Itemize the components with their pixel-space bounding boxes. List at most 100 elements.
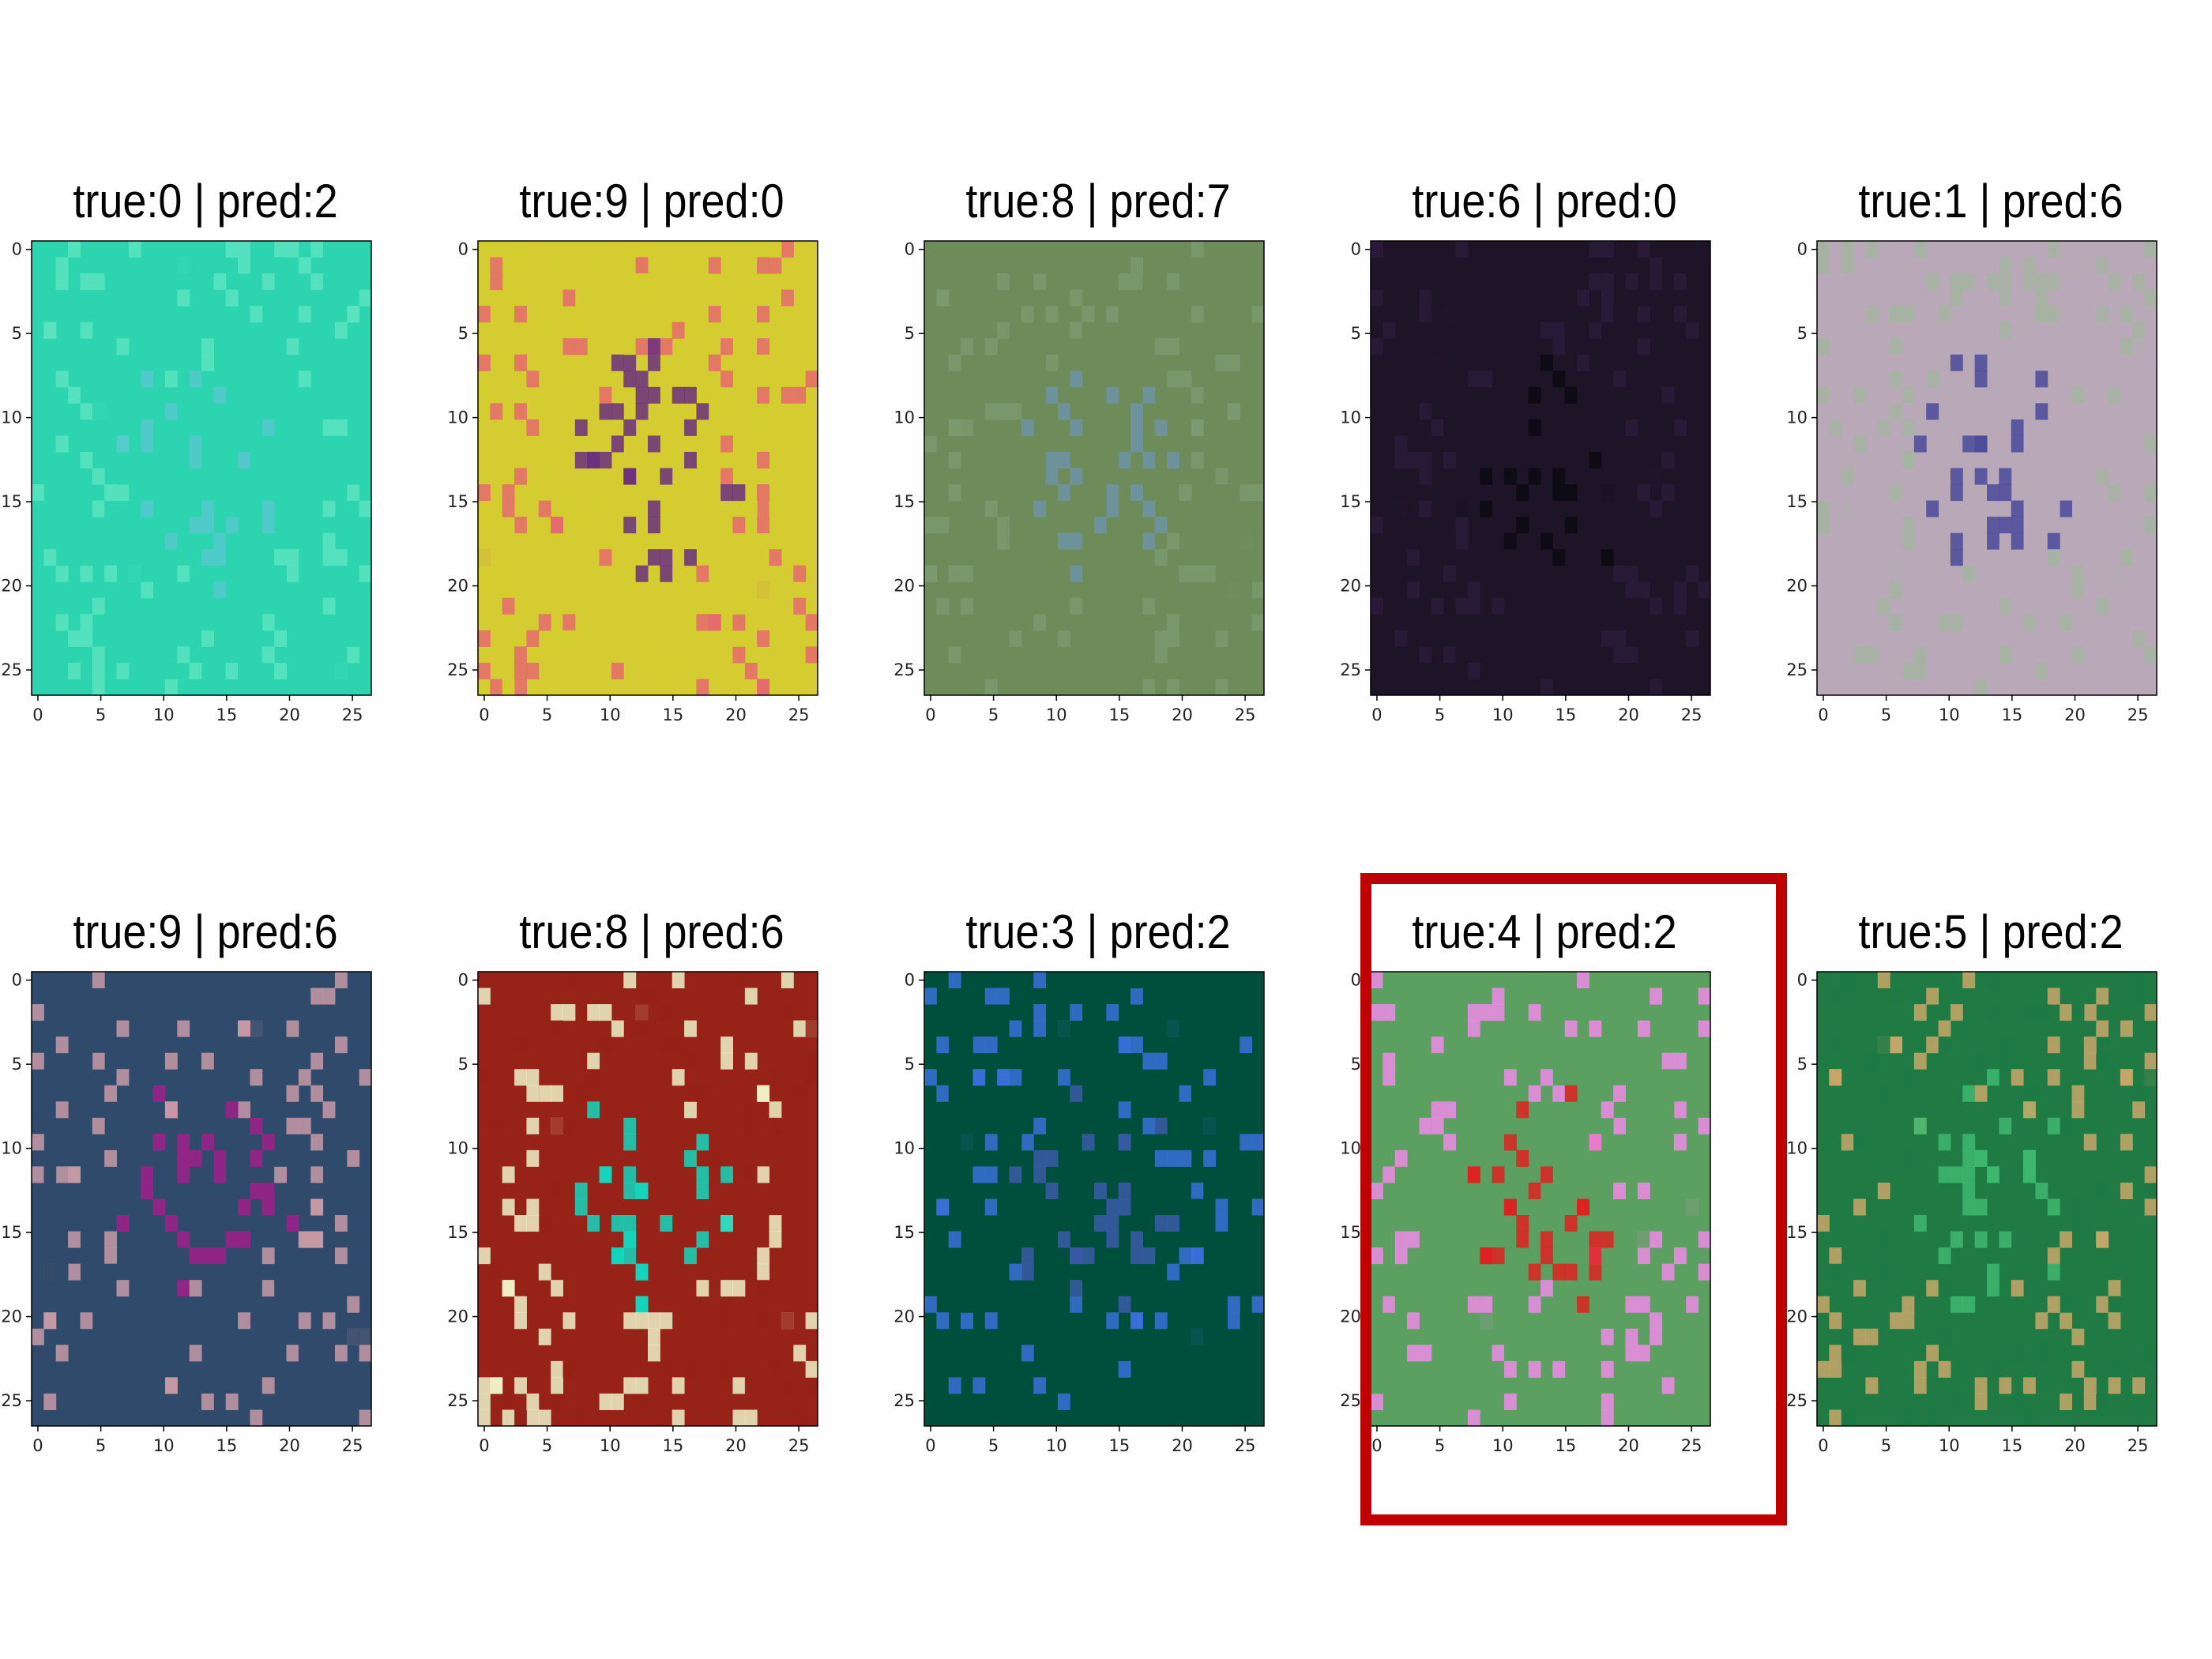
y-tick-label: 15 (1340, 492, 1361, 511)
y-tick-label: 0 (458, 971, 468, 990)
panel-title: true:1 | pred:6 (1858, 175, 2124, 228)
panel-title: true:9 | pred:0 (519, 175, 784, 228)
panel-5: true:9 | pred:6 0 5 10 15 20 25 0 5 10 15 20 25 (0, 901, 411, 1501)
panel-7: true:3 | pred:2 0 5 10 15 20 25 0 5 10 15 20 25 (893, 901, 1304, 1501)
x-tick-label: 20 (279, 705, 300, 724)
y-tick-label: 20 (893, 577, 915, 596)
x-tick-label: 10 (153, 1436, 175, 1455)
y-tick-label: 20 (893, 1307, 915, 1326)
x-tick-label: 15 (216, 1436, 237, 1455)
x-tick-label: 0 (925, 705, 935, 724)
y-tick-label: 0 (905, 971, 915, 990)
y-tick-label: 5 (1351, 1055, 1361, 1074)
y-tick-label: 10 (447, 1139, 468, 1158)
panel-title: true:0 | pred:2 (73, 175, 338, 228)
panel-title: true:3 | pred:2 (965, 905, 1231, 958)
x-tick-label: 20 (725, 705, 747, 724)
y-tick-label: 15 (1, 492, 22, 511)
x-tick-label: 25 (788, 1436, 810, 1455)
x-tick-label: 0 (1371, 705, 1382, 724)
x-tick-label: 10 (153, 705, 175, 724)
x-tick-label: 10 (1046, 1436, 1067, 1455)
y-tick-label: 25 (447, 660, 468, 679)
y-tick-label: 20 (1340, 1307, 1361, 1326)
y-tick-label: 15 (893, 492, 915, 511)
y-tick-label: 25 (893, 660, 915, 679)
y-tick-label: 5 (1797, 324, 1808, 343)
panel-0: true:0 | pred:2 0 5 10 15 20 25 0 5 10 15 20 25 (0, 170, 411, 770)
y-tick-label: 15 (893, 1223, 915, 1242)
y-tick-label: 10 (893, 1139, 915, 1158)
panel-1: true:9 | pred:0 0 5 10 15 20 25 0 5 10 15 20 25 (446, 170, 857, 770)
x-tick-label: 5 (1435, 705, 1445, 724)
x-tick-label: 20 (1172, 1436, 1193, 1455)
image-pixels (1370, 971, 1711, 1427)
x-tick-label: 25 (788, 705, 810, 724)
digit-image: 0 5 10 15 20 25 0 5 10 15 20 25 (1786, 971, 2157, 1455)
x-tick-label: 20 (2064, 705, 2086, 724)
y-tick-label: 0 (1797, 971, 1808, 990)
y-tick-label: 10 (1340, 408, 1361, 427)
x-tick-label: 15 (1555, 705, 1576, 724)
x-tick-label: 20 (1618, 705, 1639, 724)
y-tick-label: 20 (1, 577, 22, 596)
y-tick-label: 15 (1786, 1223, 1808, 1242)
x-tick-label: 15 (1555, 1436, 1576, 1455)
y-tick-label: 15 (1786, 492, 1808, 511)
y-tick-label: 20 (1786, 577, 1808, 596)
y-tick-label: 0 (458, 240, 468, 259)
x-tick-label: 10 (600, 705, 621, 724)
digit-image: 0 5 10 15 20 25 0 5 10 15 20 25 (1340, 971, 1711, 1455)
image-pixels (1370, 240, 1711, 696)
panel-title: true:5 | pred:2 (1858, 905, 2124, 958)
panel-title: true:4 | pred:2 (1412, 905, 1677, 958)
y-tick-label: 25 (1786, 1391, 1808, 1410)
x-tick-label: 15 (2001, 1436, 2022, 1455)
panel-title: true:6 | pred:0 (1412, 175, 1677, 228)
x-tick-label: 15 (216, 705, 237, 724)
y-tick-label: 25 (1340, 1391, 1361, 1410)
x-tick-label: 5 (1881, 705, 1891, 724)
x-tick-label: 5 (542, 1436, 552, 1455)
x-tick-label: 0 (32, 1436, 43, 1455)
panel-3: true:6 | pred:0 0 5 10 15 20 25 0 5 10 15 20 25 (1339, 170, 1750, 770)
x-tick-label: 25 (2127, 705, 2149, 724)
x-tick-label: 0 (925, 1436, 935, 1455)
x-tick-label: 10 (600, 1436, 621, 1455)
x-tick-label: 0 (1818, 1436, 1828, 1455)
y-tick-label: 10 (447, 408, 468, 427)
x-tick-label: 25 (2127, 1436, 2149, 1455)
x-tick-label: 10 (1046, 705, 1067, 724)
y-tick-label: 5 (1351, 324, 1361, 343)
x-tick-label: 20 (2064, 1436, 2086, 1455)
x-tick-label: 25 (1681, 705, 1702, 724)
y-tick-label: 0 (1351, 240, 1361, 259)
y-tick-label: 15 (447, 492, 468, 511)
y-tick-label: 0 (1797, 240, 1808, 259)
y-tick-label: 25 (1, 1391, 22, 1410)
image-pixels (1816, 971, 2157, 1427)
x-tick-label: 15 (2001, 705, 2022, 724)
x-tick-label: 5 (1881, 1436, 1891, 1455)
x-tick-label: 0 (1818, 705, 1828, 724)
highlight-box (1360, 873, 1787, 1525)
x-tick-label: 25 (1681, 1436, 1702, 1455)
x-tick-label: 5 (988, 1436, 999, 1455)
image-pixels (477, 971, 818, 1427)
panel-9: true:5 | pred:2 0 5 10 15 20 25 0 5 10 15 20 25 (1785, 901, 2196, 1501)
y-tick-label: 10 (1, 408, 22, 427)
y-tick-label: 25 (1, 660, 22, 679)
image-pixels (31, 240, 372, 696)
y-tick-label: 5 (458, 324, 468, 343)
y-tick-label: 25 (447, 1391, 468, 1410)
x-tick-label: 5 (988, 705, 999, 724)
y-tick-label: 10 (1786, 408, 1808, 427)
x-tick-label: 0 (479, 1436, 489, 1455)
x-tick-label: 5 (96, 1436, 106, 1455)
digit-image: 0 5 10 15 20 25 0 5 10 15 20 25 (893, 971, 1265, 1455)
y-tick-label: 20 (1340, 577, 1361, 596)
panel-4: true:1 | pred:6 0 5 10 15 20 25 0 5 10 15 20 25 (1785, 170, 2196, 770)
image-pixels (31, 971, 372, 1427)
y-tick-label: 10 (893, 408, 915, 427)
